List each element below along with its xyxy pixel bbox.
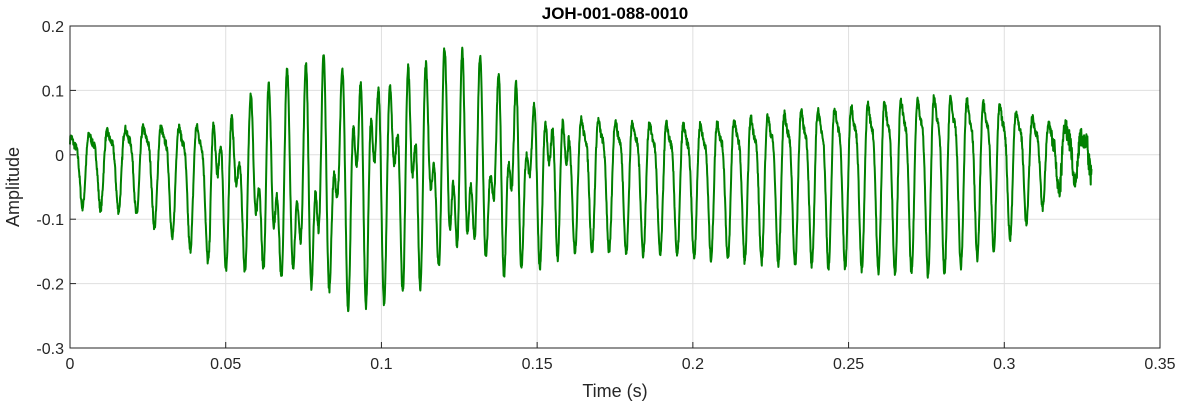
x-tick-label: 0.05 xyxy=(210,356,241,373)
x-tick-label: 0.25 xyxy=(833,356,864,373)
y-tick-label: 0 xyxy=(55,148,64,165)
x-tick-label: 0.1 xyxy=(370,356,392,373)
y-tick-label: -0.2 xyxy=(36,277,64,294)
y-tick-label: 0.1 xyxy=(42,83,64,100)
y-tick-label: -0.1 xyxy=(36,212,64,229)
series-layer xyxy=(69,46,1093,313)
x-tick-label: 0.3 xyxy=(993,356,1015,373)
x-tick-label: 0.15 xyxy=(522,356,553,373)
series-line-0 xyxy=(69,46,1093,313)
chart-title: JOH-001-088-0010 xyxy=(542,4,688,23)
x-axis-label: Time (s) xyxy=(582,381,647,401)
plot-area-frame xyxy=(69,25,1161,349)
y-axis-label: Amplitude xyxy=(3,147,23,227)
y-tick-label: 0.2 xyxy=(42,19,64,36)
x-tick-label: 0.2 xyxy=(682,356,704,373)
x-tick-label: 0 xyxy=(66,356,75,373)
y-tick-label: -0.3 xyxy=(36,341,64,358)
axis-ticks: 0 0.05 0.1 0.15 0.2 0.25 0.3 0.35 -0.3 -0.2 -0.1 0 0… xyxy=(36,19,1175,373)
x-tick-label: 0.35 xyxy=(1144,356,1175,373)
